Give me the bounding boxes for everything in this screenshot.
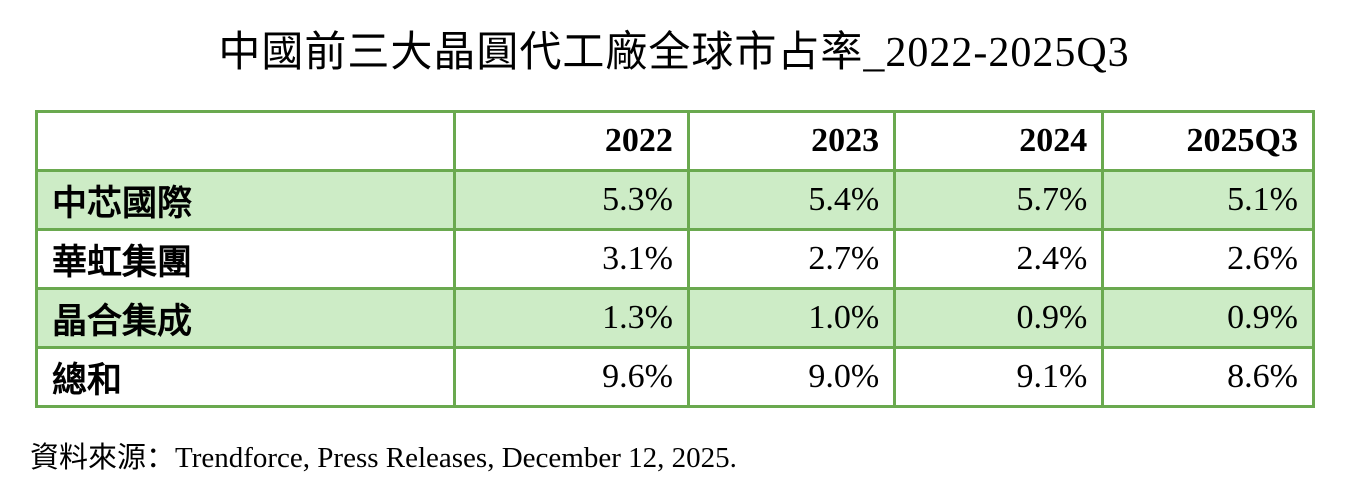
market-share-table: 2022 2023 2024 2025Q3 中芯國際 5.3% 5.4% 5.7% 5.1% 華…	[35, 110, 1315, 408]
market-share-value-cell: 9.1%	[893, 346, 1105, 408]
table-header-row: 2022 2023 2024 2025Q3	[35, 110, 1315, 172]
market-share-value-cell: 9.6%	[452, 346, 690, 408]
year-header-cell: 2025Q3	[1101, 110, 1315, 172]
company-name-cell: 華虹集團	[35, 228, 456, 290]
corner-header-cell	[35, 110, 456, 172]
market-share-value-cell: 5.4%	[686, 169, 897, 231]
market-share-value-cell: 5.3%	[452, 169, 690, 231]
year-header-cell: 2022	[452, 110, 690, 172]
company-name-cell: 中芯國際	[35, 169, 456, 231]
market-share-value-cell: 5.1%	[1101, 169, 1315, 231]
year-header-cell: 2024	[893, 110, 1105, 172]
year-header-cell: 2023	[686, 110, 897, 172]
market-share-value-cell: 2.7%	[686, 228, 897, 290]
market-share-value-cell: 2.6%	[1101, 228, 1315, 290]
table-row: 總和 9.6% 9.0% 9.1% 8.6%	[35, 346, 1315, 408]
market-share-value-cell: 9.0%	[686, 346, 897, 408]
company-name-cell: 晶合集成	[35, 287, 456, 349]
table-body: 中芯國際 5.3% 5.4% 5.7% 5.1% 華虹集團 3.1% 2.7% 2.4% 2.6%…	[35, 169, 1315, 408]
table-row: 晶合集成 1.3% 1.0% 0.9% 0.9%	[35, 287, 1315, 349]
market-share-value-cell: 1.3%	[452, 287, 690, 349]
market-share-value-cell: 2.4%	[893, 228, 1105, 290]
chart-title: 中國前三大晶圓代工廠全球市占率_2022-2025Q3	[218, 30, 1130, 76]
market-share-value-cell: 0.9%	[1101, 287, 1315, 349]
market-share-value-cell: 3.1%	[452, 228, 690, 290]
table-row: 華虹集團 3.1% 2.7% 2.4% 2.6%	[35, 228, 1315, 290]
company-name-cell: 總和	[35, 346, 456, 408]
market-share-value-cell: 5.7%	[893, 169, 1105, 231]
market-share-value-cell: 8.6%	[1101, 346, 1315, 408]
market-share-value-cell: 0.9%	[893, 287, 1105, 349]
source-note: 資料來源：Trendforce, Press Releases, Decembe…	[30, 442, 737, 474]
table-row: 中芯國際 5.3% 5.4% 5.7% 5.1%	[35, 169, 1315, 231]
market-share-value-cell: 1.0%	[686, 287, 897, 349]
